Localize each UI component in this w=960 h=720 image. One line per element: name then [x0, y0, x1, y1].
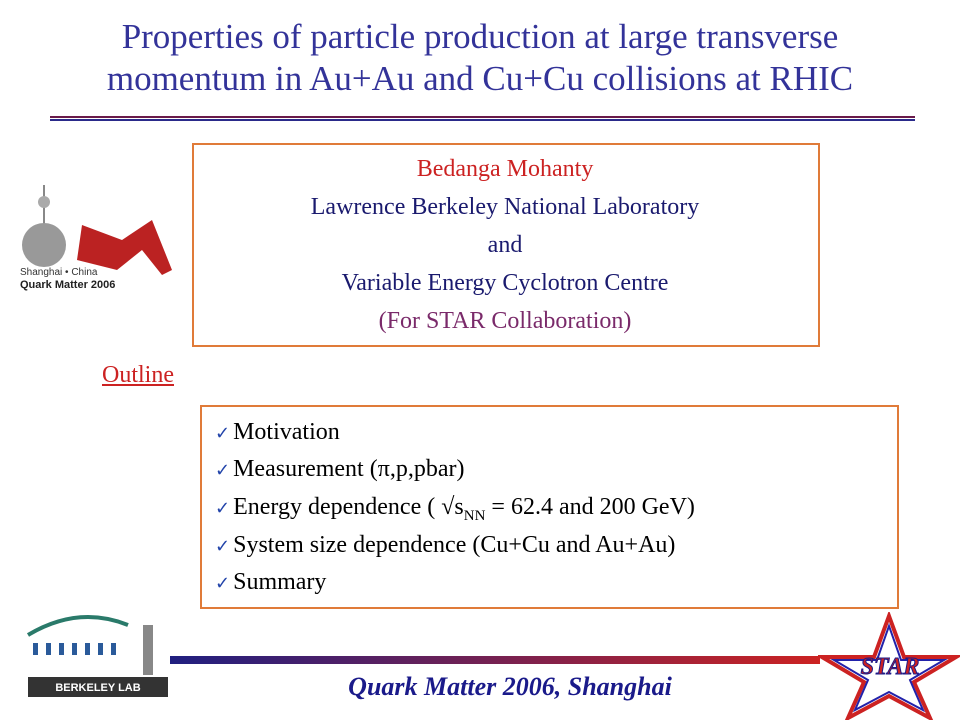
outline-item: ✓ Measurement (π,p,pbar) — [215, 456, 465, 482]
logo-text: Shanghai • China — [20, 267, 98, 278]
experiment-logo: STAR — [818, 612, 960, 720]
item-text: System size dependence (Cu+Cu and Au+Au) — [233, 532, 676, 558]
author-box — [192, 143, 820, 347]
outline-box — [200, 405, 899, 609]
item-text: Motivation — [233, 419, 340, 445]
item-text: Summary — [233, 569, 327, 595]
outline-item: ✓ System size dependence (Cu+Cu and Au+Au… — [215, 532, 676, 558]
affiliation: Variable Energy Cyclotron Centre — [341, 270, 669, 296]
title-line: momentum in Au+Au and Cu+Cu collisions a… — [106, 59, 854, 98]
footer-rule — [170, 656, 820, 664]
collaboration: (For STAR Collaboration) — [378, 308, 632, 334]
item-text: Energy dependence ( √s — [233, 494, 464, 520]
conjunction: and — [487, 232, 523, 258]
title-line: Properties of particle production at lar… — [121, 17, 839, 56]
logo-text: STAR — [861, 654, 920, 680]
item-text: = 62.4 and 200 GeV) — [485, 494, 695, 520]
lab-logo: BERKELEY LAB — [26, 615, 168, 697]
author-name: Bedanga Mohanty — [416, 156, 594, 182]
footer-text: Quark Matter 2006, Shanghai — [348, 672, 672, 701]
outline-item: ✓ Motivation — [215, 419, 340, 445]
title-rule — [50, 119, 915, 121]
item-text: Measurement (π,p,pbar) — [233, 456, 465, 482]
outline-item: ✓ Energy dependence ( √sNN = 62.4 and 200… — [215, 494, 695, 524]
conference-logo: Shanghai • China Quark Matter 2006 — [20, 185, 172, 291]
item-subscript: NN — [463, 507, 486, 524]
logo-text: BERKELEY LAB — [55, 682, 140, 694]
logo-text: Quark Matter 2006 — [20, 279, 115, 291]
title-rule — [50, 116, 915, 118]
affiliation: Lawrence Berkeley National Laboratory — [310, 194, 700, 220]
outline-heading: Outline — [102, 362, 174, 388]
outline-item: ✓ Summary — [215, 569, 327, 595]
